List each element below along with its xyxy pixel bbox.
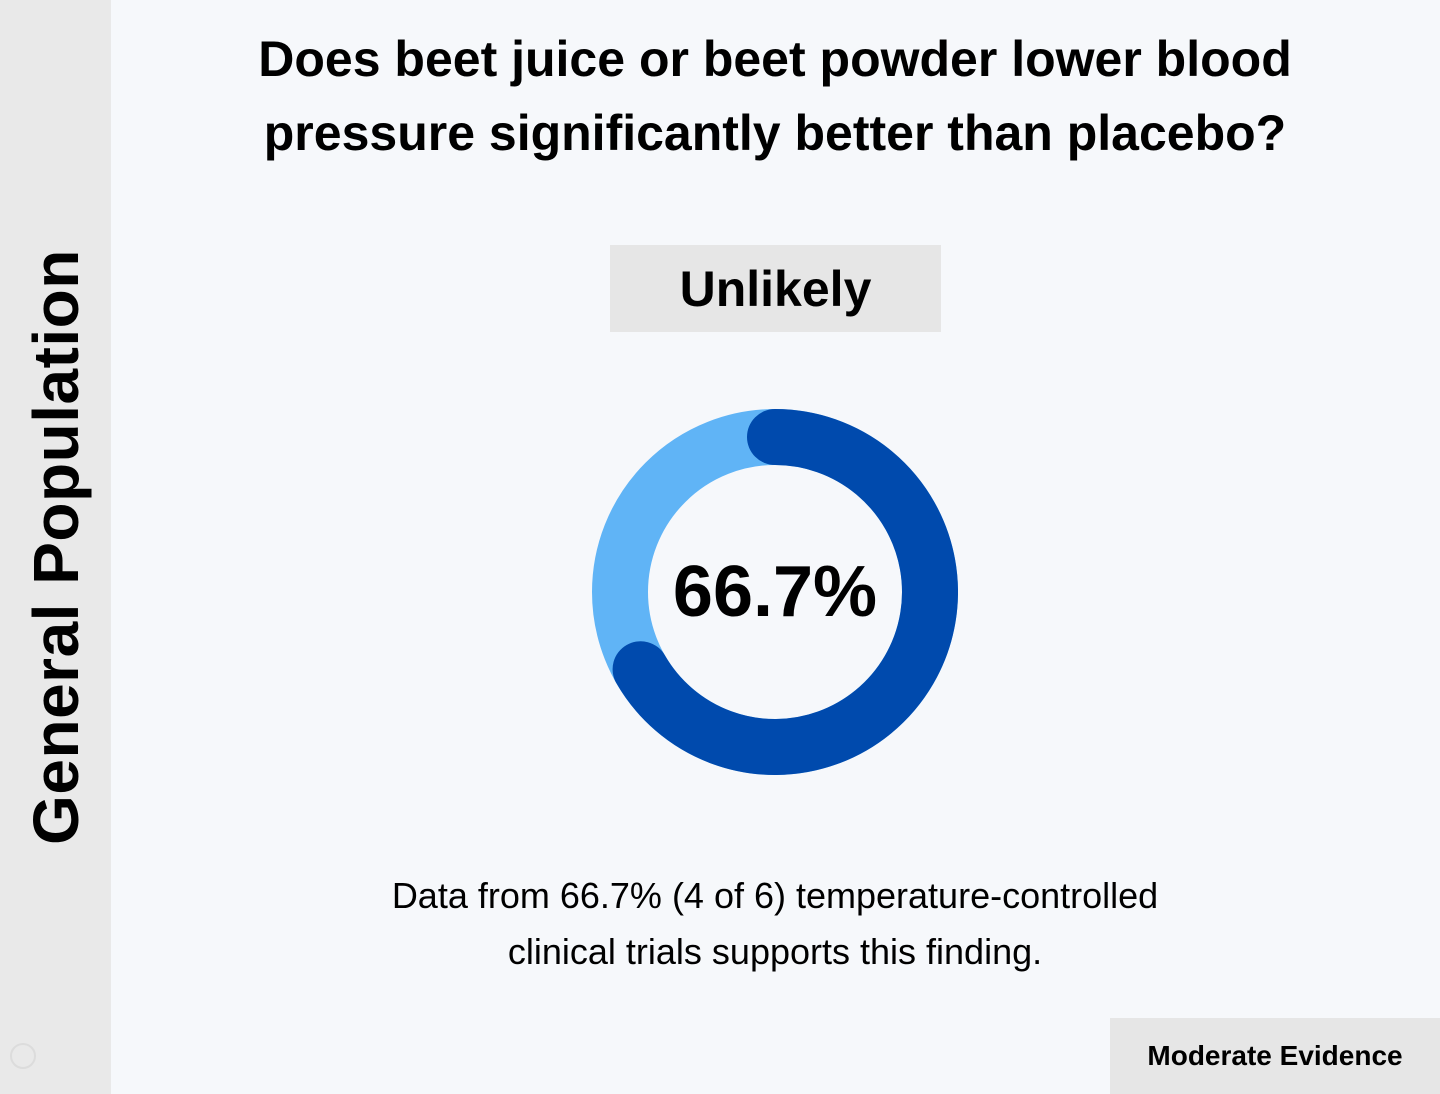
question-title: Does beet juice or beet powder lower blo… (258, 31, 1292, 161)
logo-watermark-icon (10, 1043, 36, 1069)
verdict-badge: Unlikely (610, 245, 941, 332)
donut-value-segment (612, 409, 958, 775)
evidence-level-badge: Moderate Evidence (1110, 1018, 1440, 1094)
donut-center-value: 66.7% (672, 552, 878, 632)
population-label: General Population (19, 249, 92, 845)
sidebar: General Population (0, 0, 111, 1094)
evidence-caption: Data from 66.7% (4 of 6) temperature-con… (391, 875, 1159, 972)
donut-chart (592, 409, 958, 775)
